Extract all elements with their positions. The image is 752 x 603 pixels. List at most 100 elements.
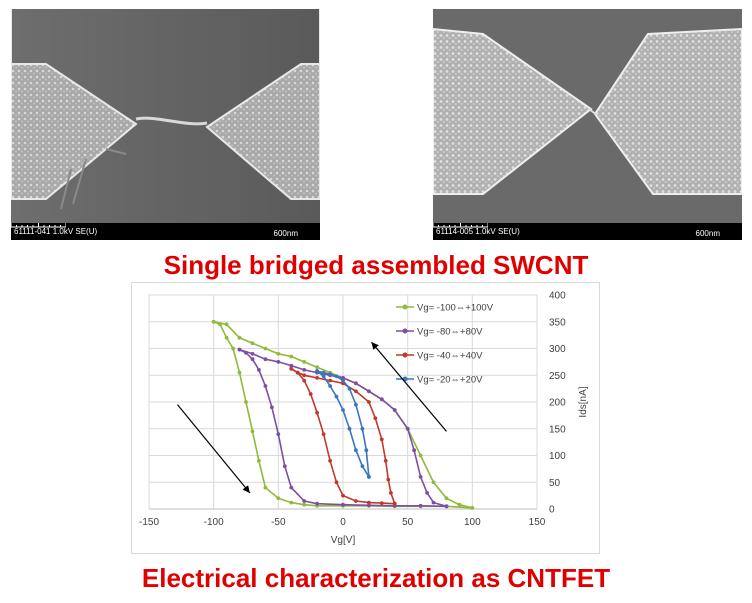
y-tick-label: 400: [549, 291, 566, 302]
data-point: [354, 389, 358, 394]
data-point: [289, 363, 294, 368]
data-point: [341, 378, 345, 383]
data-point: [367, 503, 371, 508]
series-line-forward: [290, 368, 396, 504]
y-tick-label: 50: [549, 478, 561, 489]
data-point: [302, 373, 307, 378]
legend-item: Vg= -80⇔+80V: [396, 327, 483, 338]
data-point: [315, 501, 319, 506]
data-point: [341, 376, 345, 380]
chart-svg: -150 -100 -50 0 50 100 15005010015020025030035…: [139, 291, 589, 547]
y-tick-label: 0: [549, 505, 555, 516]
legend-item: Vg= -100⇔+100V: [396, 303, 494, 314]
data-point: [379, 501, 384, 505]
series-layer: [211, 319, 475, 510]
data-point: [282, 464, 287, 469]
x-axis-title: Vg[V]: [331, 535, 356, 546]
data-point: [302, 499, 307, 503]
data-point: [444, 504, 449, 509]
data-point: [425, 491, 429, 495]
legend-swatch-marker: [402, 352, 408, 358]
sweep-arrow-down: [176, 404, 251, 494]
data-point: [444, 496, 449, 501]
sweep-arrow-up: [370, 341, 447, 432]
data-point: [354, 402, 358, 407]
data-point: [328, 458, 332, 463]
sem-scale-label: 600nm: [695, 229, 720, 238]
data-point: [250, 357, 255, 362]
data-point: [218, 322, 222, 327]
sem-scale-label: 600nm: [273, 229, 298, 238]
data-point: [237, 370, 242, 375]
data-point: [354, 381, 358, 386]
data-point: [334, 374, 339, 379]
legend: Vg= -100⇔+100V Vg= -80⇔+80V Vg= -40⇔+40V Vg…: [396, 303, 494, 386]
series-line-reverse: [239, 348, 447, 508]
data-point: [470, 506, 475, 510]
data-point: [347, 426, 352, 431]
data-point: [379, 397, 384, 402]
data-point: [250, 351, 255, 356]
legend-swatch-marker: [402, 304, 408, 310]
data-point: [263, 384, 268, 388]
legend-item: Vg= -20⇔+20V: [396, 375, 483, 386]
ids-vg-chart: -150 -100 -50 0 50 100 150 0 50 100 150 200 250 300 35…: [131, 282, 600, 554]
data-point: [389, 491, 393, 495]
data-point: [341, 502, 345, 507]
x-tick-label: 150: [529, 517, 546, 528]
series-1: [237, 347, 449, 509]
data-point: [392, 501, 397, 506]
axis-labels: -150 -100 -50 0 50 100 15005010015020025030035…: [139, 291, 589, 547]
y-tick-label: 100: [549, 451, 566, 462]
x-tick-label: -100: [204, 517, 224, 528]
data-point: [431, 480, 436, 485]
data-point: [315, 365, 319, 370]
data-point: [431, 500, 436, 505]
data-point: [244, 400, 248, 404]
y-tick-label: 250: [549, 371, 566, 382]
legend-label: Vg= -100⇔+100V: [417, 303, 494, 314]
data-point: [418, 475, 423, 479]
data-point: [302, 502, 307, 507]
caption-bottom: Electrical characterization as CNTFET: [141, 563, 611, 593]
sem-image-left: 61111-041 1.0kV SE(U) 600nm: [11, 9, 320, 240]
x-tick-label: -50: [271, 517, 286, 528]
data-point: [354, 448, 358, 453]
data-point: [276, 351, 281, 356]
series-2: [289, 366, 397, 506]
sem-id-label: 61114-005 1.0kV SE(U): [436, 227, 520, 236]
y-axis-title: Ids[nA]: [578, 386, 589, 417]
data-point: [250, 429, 255, 434]
data-point: [224, 322, 229, 327]
data-point: [383, 458, 388, 463]
data-point: [289, 366, 294, 371]
legend-label: Vg= -40⇔+40V: [417, 351, 483, 362]
data-point: [315, 376, 319, 380]
data-point: [237, 335, 242, 340]
x-tick-label: -150: [139, 517, 159, 528]
data-point: [418, 453, 423, 458]
data-point: [360, 464, 365, 469]
caption-top: Single bridged assembled SWCNT: [163, 250, 589, 280]
data-point: [367, 475, 371, 479]
data-point: [392, 408, 397, 412]
data-point: [295, 370, 300, 375]
data-point: [257, 458, 261, 463]
series-line-forward: [316, 370, 370, 477]
data-point: [373, 416, 378, 420]
data-point: [289, 354, 294, 359]
data-point: [224, 335, 229, 340]
data-point: [379, 437, 384, 442]
y-tick-label: 300: [549, 344, 566, 355]
data-point: [412, 448, 416, 453]
y-tick-label: 200: [549, 398, 566, 409]
data-point: [315, 410, 319, 415]
data-point: [321, 432, 326, 436]
data-point: [457, 502, 462, 507]
data-point: [270, 405, 274, 410]
data-point: [263, 346, 268, 351]
y-tick-label: 350: [549, 317, 566, 328]
sem-info-bar: 61111-041 1.0kV SE(U) 600nm: [11, 223, 320, 240]
data-point: [250, 341, 255, 346]
data-point: [302, 378, 307, 383]
